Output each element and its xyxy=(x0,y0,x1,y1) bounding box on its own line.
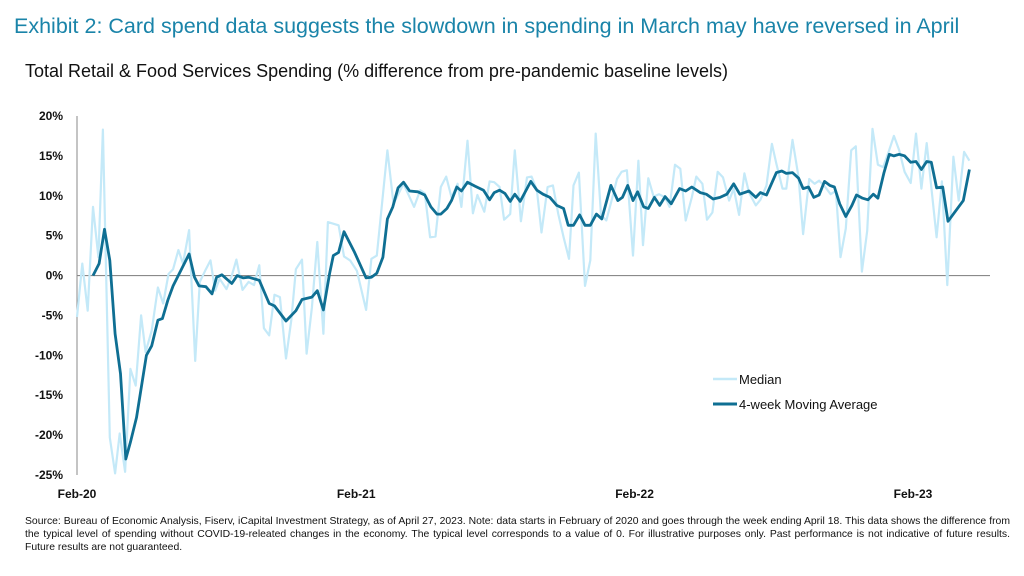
x-axis-ticks: Feb-20 Feb-21 Feb-22 Feb-23 xyxy=(58,487,933,501)
y-tick-label: -15% xyxy=(35,388,63,402)
legend: Median 4-week Moving Average xyxy=(713,372,878,412)
y-tick-label: -20% xyxy=(35,428,63,442)
y-axis-ticks: 20% 15% 10% 5% 0% -5% -10% -15% -20% -25% xyxy=(35,109,63,482)
y-tick-label: 0% xyxy=(46,269,64,283)
exhibit-title: Exhibit 2: Card spend data suggests the … xyxy=(14,14,960,38)
x-tick-label: Feb-23 xyxy=(894,487,933,501)
x-tick-label: Feb-22 xyxy=(615,487,654,501)
moving-average-line xyxy=(91,152,971,461)
x-tick-label: Feb-21 xyxy=(337,487,376,501)
moving-average-series xyxy=(91,152,971,461)
y-tick-label: 15% xyxy=(39,149,63,163)
y-tick-label: -25% xyxy=(35,468,63,482)
y-tick-label: -10% xyxy=(35,348,63,362)
y-tick-label: 20% xyxy=(39,109,63,123)
median-series xyxy=(75,127,971,475)
legend-ma-label: 4-week Moving Average xyxy=(739,397,878,412)
y-tick-label: 5% xyxy=(46,229,64,243)
x-tick-label: Feb-20 xyxy=(58,487,97,501)
source-footnote: Source: Bureau of Economic Analysis, Fis… xyxy=(25,516,1010,553)
y-tick-label: -5% xyxy=(42,308,64,322)
y-tick-label: 10% xyxy=(39,189,63,203)
legend-median-label: Median xyxy=(739,372,782,387)
chart-subtitle: Total Retail & Food Services Spending (%… xyxy=(25,61,729,81)
median-line xyxy=(75,127,971,475)
series-group xyxy=(75,127,971,475)
